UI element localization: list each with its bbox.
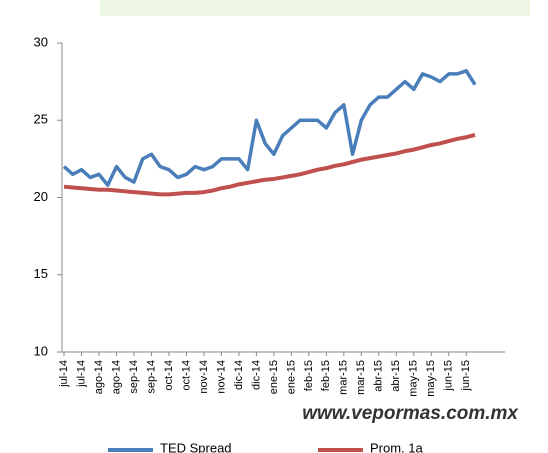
x-tick-label: dic-14: [233, 360, 245, 390]
y-tick-label: 20: [34, 189, 48, 204]
x-tick-label: abr-15: [373, 360, 385, 392]
x-tick-label: sep-14: [128, 360, 140, 394]
x-tick-label: oct-14: [163, 360, 175, 391]
x-tick-label: jul-14: [75, 360, 87, 388]
x-tick-label: ene-15: [285, 360, 297, 394]
x-tick-label: may-15: [408, 360, 420, 397]
top-banner: [100, 0, 530, 16]
x-tick-label: nov-14: [215, 360, 227, 394]
x-tick-label: sep-14: [145, 360, 157, 394]
y-tick-label: 25: [34, 112, 48, 127]
y-tick-label: 30: [34, 34, 48, 49]
x-tick-label: jul-14: [58, 360, 70, 388]
x-tick-label: dic-14: [250, 360, 262, 390]
x-tick-label: ago-14: [110, 360, 122, 394]
x-tick-label: feb-15: [303, 360, 315, 391]
watermark: www.vepormas.com.mx: [302, 403, 519, 424]
x-tick-label: abr-15: [390, 360, 402, 392]
y-tick-label: 15: [34, 266, 48, 281]
series-line: [62, 69, 477, 187]
x-tick-label: ago-14: [93, 360, 105, 394]
legend-label: TED Spread: [160, 440, 232, 453]
x-tick-label: nov-14: [198, 360, 210, 394]
x-tick-label: jun-15: [443, 360, 455, 392]
y-tick-label: 10: [34, 343, 48, 358]
x-tick-label: mar-15: [355, 360, 367, 395]
x-tick-label: feb-15: [320, 360, 332, 391]
x-tick-label: may-15: [425, 360, 437, 397]
legend-label: Prom. 1a: [370, 440, 424, 453]
x-tick-label: oct-14: [180, 360, 192, 391]
series-line: [63, 132, 476, 197]
x-tick-label: mar-15: [338, 360, 350, 395]
x-tick-label: ene-15: [268, 360, 280, 394]
x-tick-label: jun-15: [460, 360, 472, 392]
